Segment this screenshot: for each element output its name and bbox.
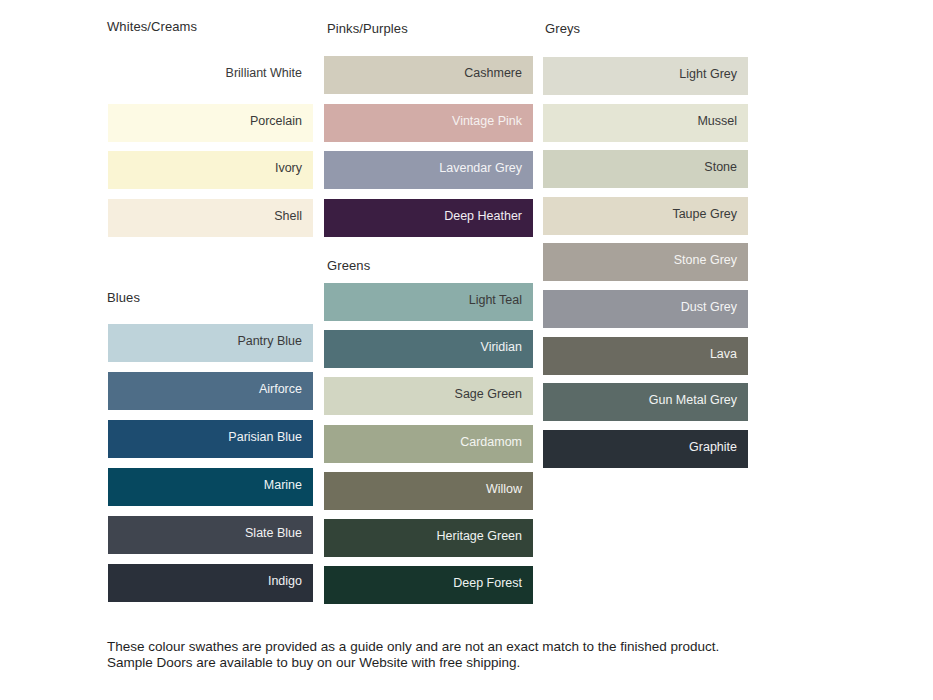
swatch-label: Gun Metal Grey	[649, 393, 737, 407]
swatch-airforce: Airforce	[108, 372, 313, 410]
swatch-willow: Willow	[324, 472, 533, 510]
swatch-label: Deep Forest	[453, 576, 522, 590]
swatch-label: Marine	[264, 478, 302, 492]
swatch-pantry-blue: Pantry Blue	[108, 324, 313, 362]
swatch-deep-forest: Deep Forest	[324, 566, 533, 604]
swatch-label: Cashmere	[464, 66, 522, 80]
swatch-label: Parisian Blue	[228, 430, 302, 444]
group-pinks-purples: Cashmere Vintage Pink Lavendar Grey Deep…	[324, 56, 533, 237]
swatch-stone-grey: Stone Grey	[543, 243, 748, 281]
swatch-viridian: Viridian	[324, 330, 533, 368]
swatch-cardamom: Cardamom	[324, 425, 533, 463]
swatch-sage-green: Sage Green	[324, 377, 533, 415]
swatch-porcelain: Porcelain	[108, 104, 313, 142]
swatch-marine: Marine	[108, 468, 313, 506]
swatch-label: Brilliant White	[226, 66, 302, 80]
group-title-blues: Blues	[107, 290, 140, 305]
swatch-parisian-blue: Parisian Blue	[108, 420, 313, 458]
swatch-label: Mussel	[697, 114, 737, 128]
swatch-heritage-green: Heritage Green	[324, 519, 533, 557]
swatch-ivory: Ivory	[108, 151, 313, 189]
swatch-slate-blue: Slate Blue	[108, 516, 313, 554]
colour-chart-page: Whites/Creams Pinks/Purples Greys Blues …	[0, 0, 933, 700]
swatch-lavendar-grey: Lavendar Grey	[324, 151, 533, 189]
swatch-label: Airforce	[259, 382, 302, 396]
group-title-greys: Greys	[545, 21, 580, 36]
swatch-label: Stone Grey	[674, 253, 737, 267]
swatch-label: Viridian	[481, 340, 522, 354]
swatch-label: Shell	[274, 209, 302, 223]
group-whites-creams: Brilliant White Porcelain Ivory Shell	[108, 56, 313, 237]
swatch-indigo: Indigo	[108, 564, 313, 602]
swatch-label: Heritage Green	[437, 529, 522, 543]
swatch-label: Light Teal	[469, 293, 522, 307]
swatch-label: Lava	[710, 347, 737, 361]
swatch-light-grey: Light Grey	[543, 57, 748, 95]
swatch-brilliant-white: Brilliant White	[108, 56, 313, 94]
swatch-label: Porcelain	[250, 114, 302, 128]
swatch-label: Deep Heather	[444, 209, 522, 223]
swatch-label: Pantry Blue	[237, 334, 302, 348]
group-greens: Light Teal Viridian Sage Green Cardamom …	[324, 283, 533, 604]
group-title-greens: Greens	[327, 258, 370, 273]
swatch-label: Willow	[486, 482, 522, 496]
swatch-label: Taupe Grey	[672, 207, 737, 221]
swatch-stone: Stone	[543, 150, 748, 188]
swatch-mussel: Mussel	[543, 104, 748, 142]
swatch-dust-grey: Dust Grey	[543, 290, 748, 328]
swatch-deep-heather: Deep Heather	[324, 199, 533, 237]
swatch-label: Ivory	[275, 161, 302, 175]
swatch-label: Sage Green	[455, 387, 522, 401]
group-greys: Light Grey Mussel Stone Taupe Grey Stone…	[543, 57, 748, 468]
swatch-vintage-pink: Vintage Pink	[324, 104, 533, 142]
swatch-lava: Lava	[543, 337, 748, 375]
swatch-shell: Shell	[108, 199, 313, 237]
swatch-label: Graphite	[689, 440, 737, 454]
swatch-label: Slate Blue	[245, 526, 302, 540]
group-blues: Pantry Blue Airforce Parisian Blue Marin…	[108, 324, 313, 602]
swatch-gun-metal-grey: Gun Metal Grey	[543, 383, 748, 421]
swatch-label: Stone	[704, 160, 737, 174]
swatch-label: Light Grey	[679, 67, 737, 81]
swatch-label: Lavendar Grey	[439, 161, 522, 175]
swatch-cashmere: Cashmere	[324, 56, 533, 94]
swatch-graphite: Graphite	[543, 430, 748, 468]
swatch-label: Dust Grey	[681, 300, 737, 314]
swatch-label: Cardamom	[460, 435, 522, 449]
disclaimer-text: These colour swathes are provided as a g…	[107, 639, 769, 670]
swatch-taupe-grey: Taupe Grey	[543, 197, 748, 235]
swatch-label: Indigo	[268, 574, 302, 588]
group-title-pinks-purples: Pinks/Purples	[327, 21, 408, 36]
swatch-light-teal: Light Teal	[324, 283, 533, 321]
group-title-whites-creams: Whites/Creams	[107, 19, 197, 34]
swatch-label: Vintage Pink	[452, 114, 522, 128]
